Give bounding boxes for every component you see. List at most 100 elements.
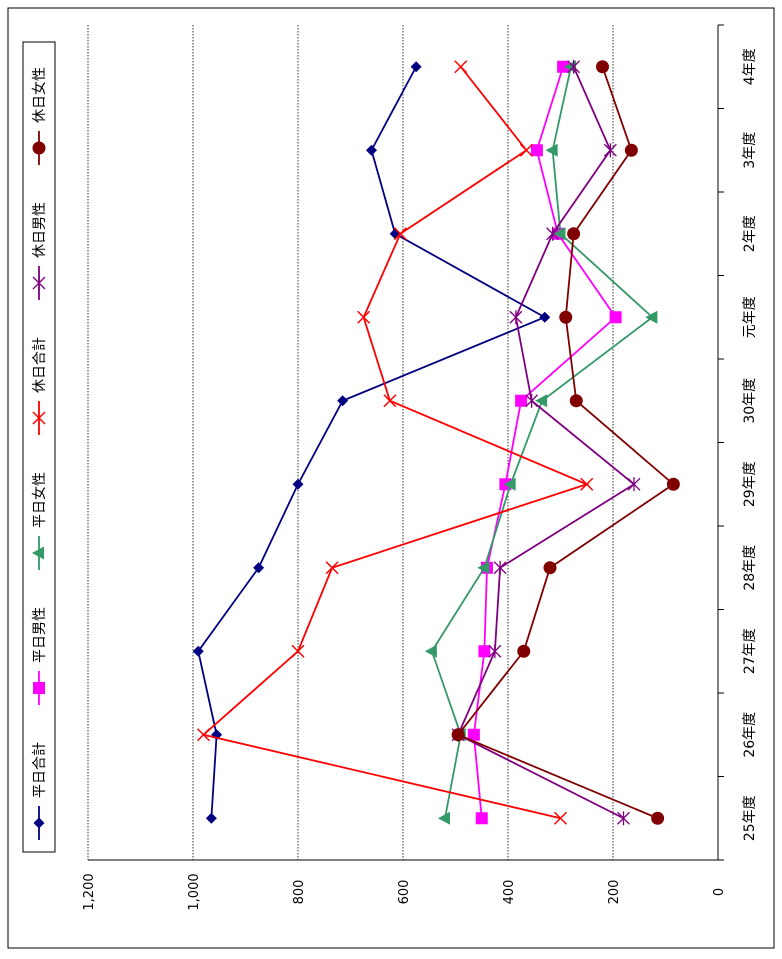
series-line xyxy=(456,66,636,820)
data-point xyxy=(292,478,304,490)
value-tick-label: 0 xyxy=(712,888,727,896)
legend-item: 休日女性 xyxy=(31,67,48,165)
data-point xyxy=(651,811,665,825)
data-point xyxy=(559,310,573,324)
value-tick-label: 600 xyxy=(397,880,412,905)
legend-marker xyxy=(33,817,45,829)
series-line xyxy=(430,66,654,819)
data-point xyxy=(645,310,658,324)
data-point xyxy=(205,812,217,824)
data-point xyxy=(467,728,480,741)
data-point xyxy=(546,226,560,241)
data-point xyxy=(424,644,437,658)
legend-item: 休日男性 xyxy=(32,202,48,300)
legend-item: 平日女性 xyxy=(31,472,48,570)
value-tick-label: 200 xyxy=(607,880,622,905)
data-point xyxy=(393,227,407,241)
data-point xyxy=(596,60,609,74)
axes: 0 200 400 600 800 1,000 1,200 25年度 26年度 27年度 28年度 2… xyxy=(82,24,758,911)
data-point xyxy=(192,645,204,657)
category-tick-label: 27年度 xyxy=(742,628,758,674)
legend: 平日合計 平日男性 平日女性 休日合計 休日男性 休日女性 xyxy=(22,41,56,853)
series-3 xyxy=(424,60,658,825)
data-point xyxy=(517,644,531,658)
data-point xyxy=(488,644,502,659)
value-tick-label: 1,200 xyxy=(82,873,97,910)
data-point xyxy=(357,310,371,324)
data-point xyxy=(666,477,680,491)
legend-marker xyxy=(32,276,46,290)
data-point xyxy=(477,561,490,575)
category-tick-label: 29年度 xyxy=(742,461,758,507)
category-tick-label: 2年度 xyxy=(742,215,758,252)
data-point xyxy=(451,728,465,742)
data-point xyxy=(567,227,581,241)
data-point xyxy=(553,811,568,825)
category-tick-label: 3年度 xyxy=(742,132,758,169)
series-group xyxy=(192,59,680,826)
category-tick-label: 元年度 xyxy=(742,296,758,338)
data-point xyxy=(366,144,377,156)
legend-marker xyxy=(33,682,45,694)
data-point xyxy=(291,644,305,658)
data-point xyxy=(525,393,539,408)
data-point xyxy=(493,560,507,575)
legend-label: 休日男性 xyxy=(32,202,48,258)
data-point xyxy=(509,310,523,325)
series-line xyxy=(456,66,675,820)
legend-marker xyxy=(32,141,46,155)
data-point xyxy=(478,645,491,658)
data-point xyxy=(519,143,533,157)
data-point xyxy=(383,394,397,408)
legend-label: 平日男性 xyxy=(32,607,48,663)
legend-box xyxy=(22,41,56,853)
series-6 xyxy=(451,60,680,825)
data-point xyxy=(438,811,450,825)
data-point xyxy=(553,227,566,241)
legend-item: 平日合計 xyxy=(32,742,48,840)
series-1 xyxy=(192,61,551,824)
legend-label: 平日女性 xyxy=(31,472,48,528)
data-point xyxy=(580,477,594,491)
data-point xyxy=(539,311,551,323)
grid-lines xyxy=(87,25,614,860)
category-tick-label: 4年度 xyxy=(742,48,758,85)
legend-item: 休日合計 xyxy=(32,337,48,435)
data-point xyxy=(609,311,622,324)
data-point xyxy=(253,562,265,574)
chart-border xyxy=(7,7,775,949)
data-point xyxy=(557,60,570,73)
data-point xyxy=(196,728,211,742)
series-line xyxy=(472,66,617,819)
data-point xyxy=(454,60,468,74)
data-point xyxy=(325,561,339,575)
data-point xyxy=(545,143,558,157)
data-point xyxy=(410,61,422,73)
data-point xyxy=(543,561,557,575)
legend-label: 平日合計 xyxy=(32,742,48,798)
series-line xyxy=(197,66,547,819)
legend-marker xyxy=(32,411,46,425)
legend-marker xyxy=(32,546,44,560)
category-tick-label: 30年度 xyxy=(742,378,758,424)
data-point xyxy=(503,477,516,491)
data-point xyxy=(530,144,543,157)
data-point xyxy=(535,394,548,408)
data-point xyxy=(475,812,488,825)
category-tick-label: 26年度 xyxy=(742,712,758,758)
data-point xyxy=(617,811,630,826)
data-point xyxy=(627,477,641,492)
value-tick-label: 400 xyxy=(502,880,517,905)
legend-label: 休日合計 xyxy=(32,337,48,393)
data-point xyxy=(603,143,617,158)
series-5 xyxy=(451,59,641,826)
value-tick-label: 1,000 xyxy=(187,873,202,910)
data-point xyxy=(569,394,583,408)
category-tick-label: 28年度 xyxy=(742,545,758,591)
legend-item: 平日男性 xyxy=(32,607,48,705)
data-point xyxy=(515,394,528,407)
category-tick-label: 25年度 xyxy=(742,795,758,841)
series-line xyxy=(201,66,590,820)
